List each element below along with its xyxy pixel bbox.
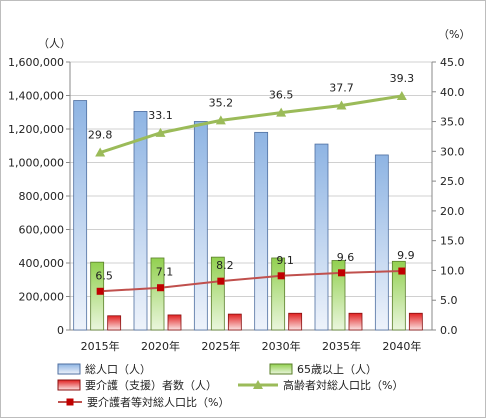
data-label-care-ratio: 9.1 (276, 254, 294, 267)
left-tick-label: 400,000 (19, 257, 65, 270)
right-tick-label: 40.0 (440, 86, 465, 99)
right-tick-label: 0.0 (440, 324, 458, 337)
bar-care-recipients (288, 312, 303, 331)
x-tick-label: 2015年 (81, 339, 120, 353)
line-care-ratio (100, 270, 402, 293)
right-tick-label: 20.0 (440, 205, 465, 218)
marker-elderly-ratio (155, 127, 166, 137)
data-label-elderly-ratio: 29.8 (88, 129, 113, 142)
right-tick-label: 30.0 (440, 145, 465, 158)
legend-swatch (57, 379, 81, 391)
line-series: 29.8 33.1 35.2 36.5 37.7 39.3 6.5 7.1 8.2 9.1 9.6 9… (88, 72, 415, 295)
legend-label: 要介護者等対総人口比（%） (87, 395, 229, 409)
bar-age-65-plus (210, 256, 225, 331)
line-elderly-ratio (99, 94, 403, 154)
left-tick-label: 800,000 (19, 190, 65, 203)
data-label-elderly-ratio: 33.1 (148, 109, 173, 122)
x-axis-ticks: 2015年 2020年 2025年 2030年 2035年 2040年 (81, 339, 422, 353)
right-tick-label: 5.0 (440, 294, 458, 307)
bar-age-65-plus (331, 260, 346, 331)
marker-care-ratio (338, 269, 345, 277)
legend: 総人口（人） 65歳以上（人） 要介護（支援）者数（人） 高齢者対総人口比（%） 要介護… (57, 362, 403, 409)
bar-age-65-plus (90, 261, 105, 331)
gridlines (66, 61, 436, 331)
left-tick-label: 1,200,000 (8, 123, 64, 136)
right-tick-label: 10.0 (440, 264, 465, 277)
bar-care-recipients (348, 312, 363, 331)
legend-label: 総人口（人） (85, 362, 151, 376)
right-axis-unit: （%） (438, 28, 470, 41)
data-label-elderly-ratio: 37.7 (329, 81, 354, 94)
bar-age-65-plus (150, 257, 165, 331)
data-label-care-ratio: 6.5 (95, 269, 113, 282)
data-label-care-ratio: 9.9 (397, 249, 415, 262)
marker-elderly-ratio (396, 90, 407, 100)
marker-elderly-ratio (215, 115, 226, 125)
marker-care-ratio (157, 284, 164, 292)
data-label-elderly-ratio: 39.3 (390, 72, 415, 85)
bar-total-population (193, 121, 208, 331)
marker-care-ratio (398, 267, 406, 275)
bar-series (73, 100, 423, 331)
right-tick-label: 25.0 (440, 175, 465, 188)
data-label-care-ratio: 8.2 (216, 259, 234, 272)
left-tick-label: 1,600,000 (8, 56, 64, 69)
bar-total-population (73, 100, 88, 331)
x-tick-label: 2025年 (201, 339, 240, 353)
x-tick-label: 2040年 (382, 339, 421, 353)
right-tick-label: 45.0 (440, 56, 465, 69)
left-tick-label: 1,400,000 (8, 90, 64, 103)
marker-elderly-ratio (276, 107, 287, 117)
marker-elderly-ratio (336, 100, 347, 110)
bar-age-65-plus (271, 257, 286, 331)
marker-care-ratio (277, 272, 285, 280)
marker-elderly-ratio (95, 147, 106, 157)
data-label-care-ratio: 9.6 (337, 251, 355, 264)
bar-care-recipients (408, 312, 423, 331)
marker-care-ratio (217, 277, 225, 285)
bar-total-population (314, 143, 329, 331)
left-tick-label: 600,000 (19, 224, 65, 237)
x-tick-label: 2030年 (262, 339, 301, 353)
x-tick-label: 2020年 (141, 339, 180, 353)
right-axis-ticks: 0.0 5.0 10.0 15.0 20.0 25.0 30.0 35.0 40.0 45.0 (440, 56, 465, 337)
bar-care-recipients (107, 315, 122, 331)
legend-swatch (269, 363, 293, 375)
data-label-elderly-ratio: 35.2 (209, 96, 234, 109)
left-axis-unit: （人） (38, 37, 71, 50)
bar-care-recipients (167, 314, 182, 331)
data-label-care-ratio: 7.1 (156, 266, 174, 279)
legend-label: 要介護（支援）者数（人） (85, 378, 217, 392)
legend-marker (253, 380, 263, 389)
data-label-elderly-ratio: 36.5 (269, 89, 294, 102)
right-tick-label: 15.0 (440, 235, 465, 248)
bar-total-population (374, 154, 389, 331)
bar-total-population (254, 131, 269, 331)
bar-care-recipients (227, 313, 242, 331)
bar-total-population (133, 111, 148, 331)
x-tick-label: 2035年 (322, 339, 361, 353)
legend-marker (66, 398, 74, 406)
left-tick-label: 0 (57, 324, 64, 337)
legend-label: 65歳以上（人） (297, 363, 377, 376)
left-tick-label: 200,000 (19, 291, 65, 304)
marker-care-ratio (96, 287, 104, 295)
left-axis-ticks: 0 200,000 400,000 600,000 800,000 1,000,000 1,… (8, 56, 64, 337)
right-tick-label: 35.0 (440, 116, 465, 129)
bar-age-65-plus (391, 260, 406, 331)
legend-label: 高齢者対総人口比（%） (283, 378, 403, 392)
legend-swatch (57, 363, 81, 375)
left-tick-label: 1,000,000 (8, 157, 64, 170)
